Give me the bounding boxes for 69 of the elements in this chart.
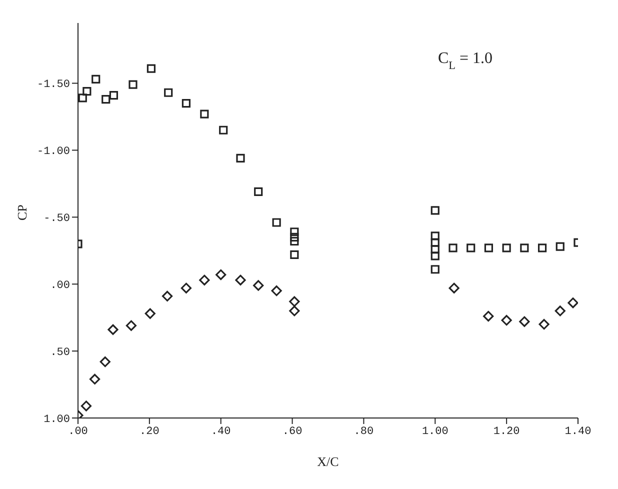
- annotation: C$_{L}$ = 1.0: [438, 50, 493, 72]
- point: [290, 250, 299, 259]
- point: [92, 74, 100, 84]
- point: [80, 400, 92, 412]
- point: [236, 154, 245, 163]
- point: [519, 316, 530, 327]
- point: [483, 310, 494, 322]
- point: [126, 320, 137, 331]
- point: [271, 285, 282, 296]
- point: [430, 244, 440, 254]
- y-tick-label: .00: [50, 280, 70, 292]
- point: [78, 94, 87, 102]
- point: [164, 88, 173, 97]
- point: [448, 282, 460, 294]
- point: [199, 274, 210, 286]
- x-tick-label: 1.40: [564, 426, 592, 438]
- point: [466, 244, 476, 252]
- point: [180, 282, 192, 294]
- point: [430, 252, 440, 260]
- point: [568, 298, 578, 308]
- point: [235, 274, 246, 286]
- y-axis-title: CP: [14, 204, 30, 220]
- point: [501, 314, 512, 326]
- point: [82, 86, 92, 96]
- x-tick-label: .60: [282, 426, 302, 438]
- point: [430, 206, 440, 215]
- point: [200, 110, 209, 118]
- point: [128, 80, 138, 89]
- point: [484, 244, 494, 252]
- point: [89, 374, 100, 384]
- point: [216, 269, 226, 280]
- point: [538, 318, 550, 330]
- y-tick-label: -1.00: [36, 146, 70, 158]
- point: [290, 228, 299, 236]
- y-tick-label: -.50: [44, 213, 70, 226]
- point: [100, 356, 110, 368]
- point: [108, 324, 118, 335]
- point: [109, 91, 118, 100]
- x-tick-label: .40: [210, 426, 231, 438]
- point: [502, 244, 511, 252]
- point: [102, 95, 110, 104]
- x-tick-label: 1.00: [422, 426, 448, 438]
- point: [253, 280, 264, 291]
- x-axis-title: X/C: [317, 454, 339, 469]
- x-tick-label: .80: [354, 426, 374, 438]
- point: [219, 126, 228, 134]
- point: [430, 265, 440, 274]
- point: [554, 306, 566, 316]
- y-tick-label: -1.50: [36, 79, 70, 92]
- point: [289, 306, 300, 316]
- y-tick-label: 1.00: [44, 414, 70, 426]
- point: [430, 232, 440, 240]
- x-tick-label: .20: [140, 426, 160, 438]
- point: [144, 308, 156, 319]
- y-tick-label: .50: [50, 346, 70, 359]
- point: [538, 244, 547, 252]
- point: [182, 99, 191, 108]
- point: [289, 296, 300, 307]
- x-tick-label: 1.20: [493, 426, 520, 438]
- point: [146, 64, 156, 73]
- point: [448, 244, 458, 252]
- x-tick-label: .00: [68, 426, 88, 438]
- point: [290, 236, 299, 246]
- point: [254, 187, 263, 196]
- point: [272, 218, 281, 227]
- point: [162, 290, 173, 302]
- point: [556, 242, 564, 251]
- point: [520, 244, 529, 252]
- point: [290, 232, 299, 242]
